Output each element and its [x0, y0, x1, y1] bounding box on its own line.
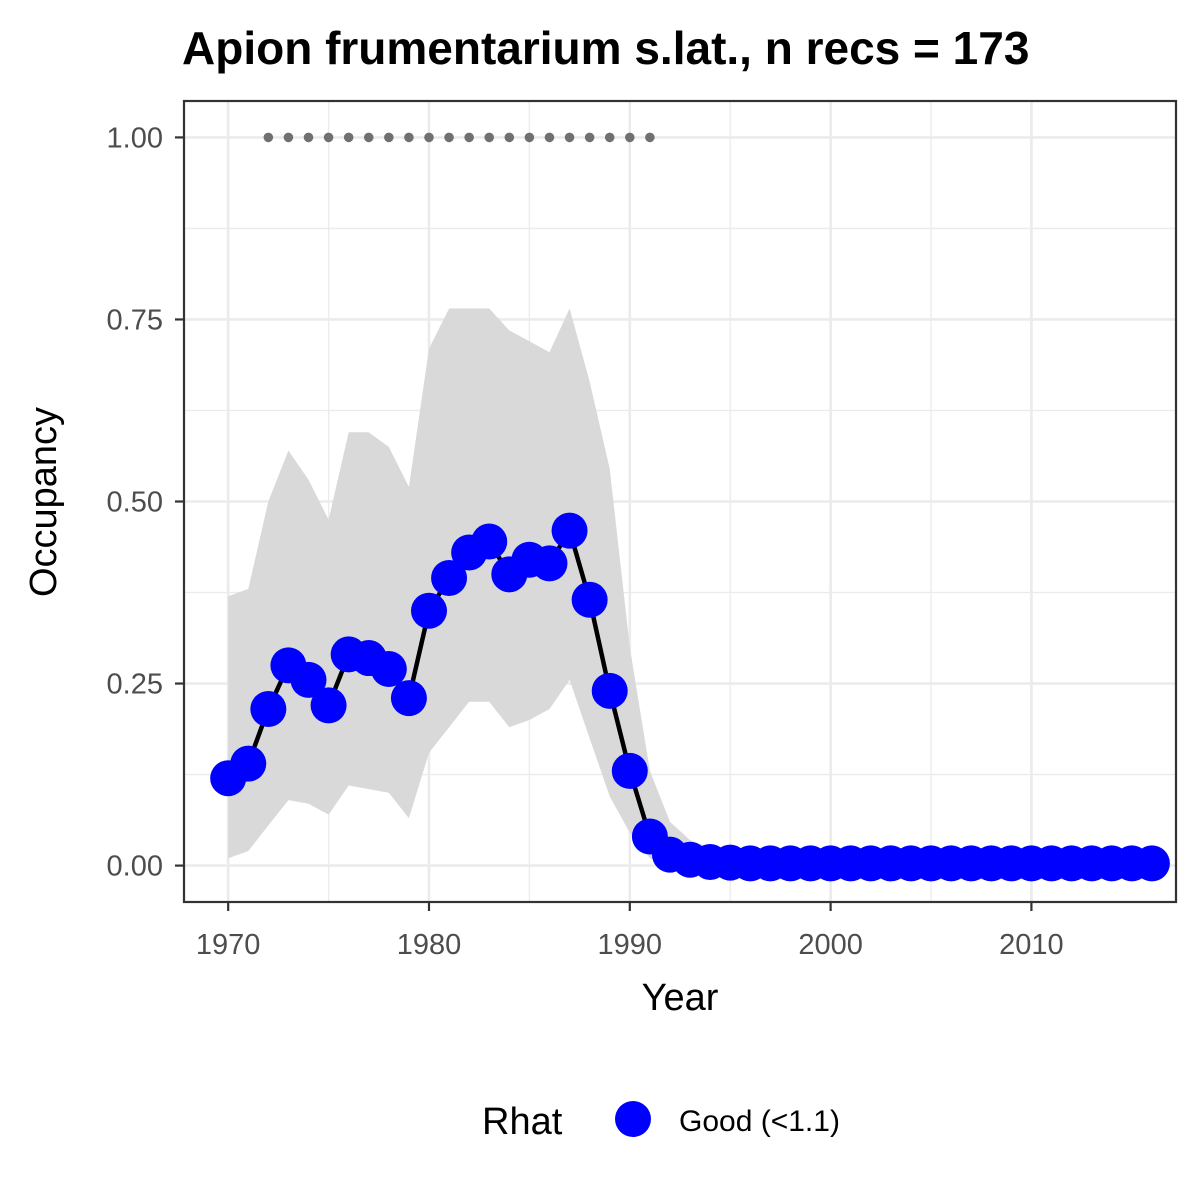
- record-year-dot: [484, 132, 495, 143]
- x-tick-label: 1980: [397, 929, 462, 961]
- occupancy-point: [310, 687, 347, 724]
- occupancy-point: [250, 691, 287, 728]
- record-year-dot: [524, 132, 535, 143]
- occupancy-point: [410, 592, 447, 629]
- occupancy-point: [1133, 845, 1170, 882]
- record-year-dot: [424, 132, 434, 143]
- confidence-ribbon-layer: [228, 308, 1152, 866]
- record-year-dot: [544, 132, 555, 143]
- record-year-dot: [645, 132, 655, 143]
- occupancy-point: [611, 752, 648, 789]
- occupancy-points-layer: [210, 512, 1170, 882]
- legend-key-good: [615, 1101, 651, 1137]
- occupancy-point: [531, 545, 568, 582]
- y-tick-label: 0.75: [107, 304, 163, 336]
- confidence-ribbon: [228, 308, 1152, 866]
- occupancy-point: [591, 672, 628, 709]
- record-year-dot: [363, 132, 374, 143]
- x-axis: 1970 1980 1990 2000 2010: [196, 902, 1064, 961]
- occupancy-point: [431, 559, 468, 596]
- y-axis: 0.00 0.25 0.50 0.75 1.00: [107, 122, 184, 883]
- record-year-dot: [564, 132, 575, 143]
- occupancy-point: [290, 661, 327, 698]
- record-year-dot: [464, 132, 474, 143]
- y-tick-label: 0.25: [107, 669, 163, 701]
- record-year-dot: [384, 132, 394, 143]
- occupancy-point: [471, 523, 508, 560]
- x-tick-label: 2010: [999, 929, 1064, 961]
- legend: Rhat Good (<1.1): [482, 1101, 840, 1143]
- legend-label-good: Good (<1.1): [679, 1105, 840, 1138]
- y-tick-label: 0.50: [107, 487, 163, 519]
- record-year-dot: [303, 132, 314, 143]
- x-tick-label: 1970: [196, 929, 261, 961]
- y-axis-title: Occupancy: [23, 407, 65, 597]
- plot-panel: [182, 99, 1178, 904]
- y-tick-label: 0.00: [107, 851, 163, 883]
- record-year-dot: [604, 132, 615, 143]
- record-year-dot: [283, 132, 294, 143]
- x-tick-label: 1990: [598, 929, 663, 961]
- record-year-dot: [624, 132, 635, 143]
- record-years-layer: [263, 132, 655, 143]
- x-tick-label: 2000: [798, 929, 863, 961]
- record-year-dot: [504, 132, 515, 143]
- occupancy-point: [370, 650, 407, 687]
- occupancy-point: [551, 512, 588, 549]
- y-tick-label: 1.00: [107, 122, 163, 154]
- record-year-dot: [343, 132, 354, 143]
- legend-title: Rhat: [482, 1101, 563, 1143]
- record-year-dot: [404, 132, 414, 143]
- chart-title: Apion frumentarium s.lat., n recs = 173: [182, 22, 1029, 74]
- record-year-dot: [323, 132, 334, 143]
- record-year-dot: [584, 132, 595, 143]
- occupancy-point: [390, 680, 427, 717]
- record-year-dot: [444, 132, 454, 143]
- record-year-dot: [263, 132, 274, 143]
- occupancy-point: [571, 581, 608, 618]
- occupancy-point: [230, 745, 267, 782]
- x-axis-title: Year: [642, 977, 719, 1019]
